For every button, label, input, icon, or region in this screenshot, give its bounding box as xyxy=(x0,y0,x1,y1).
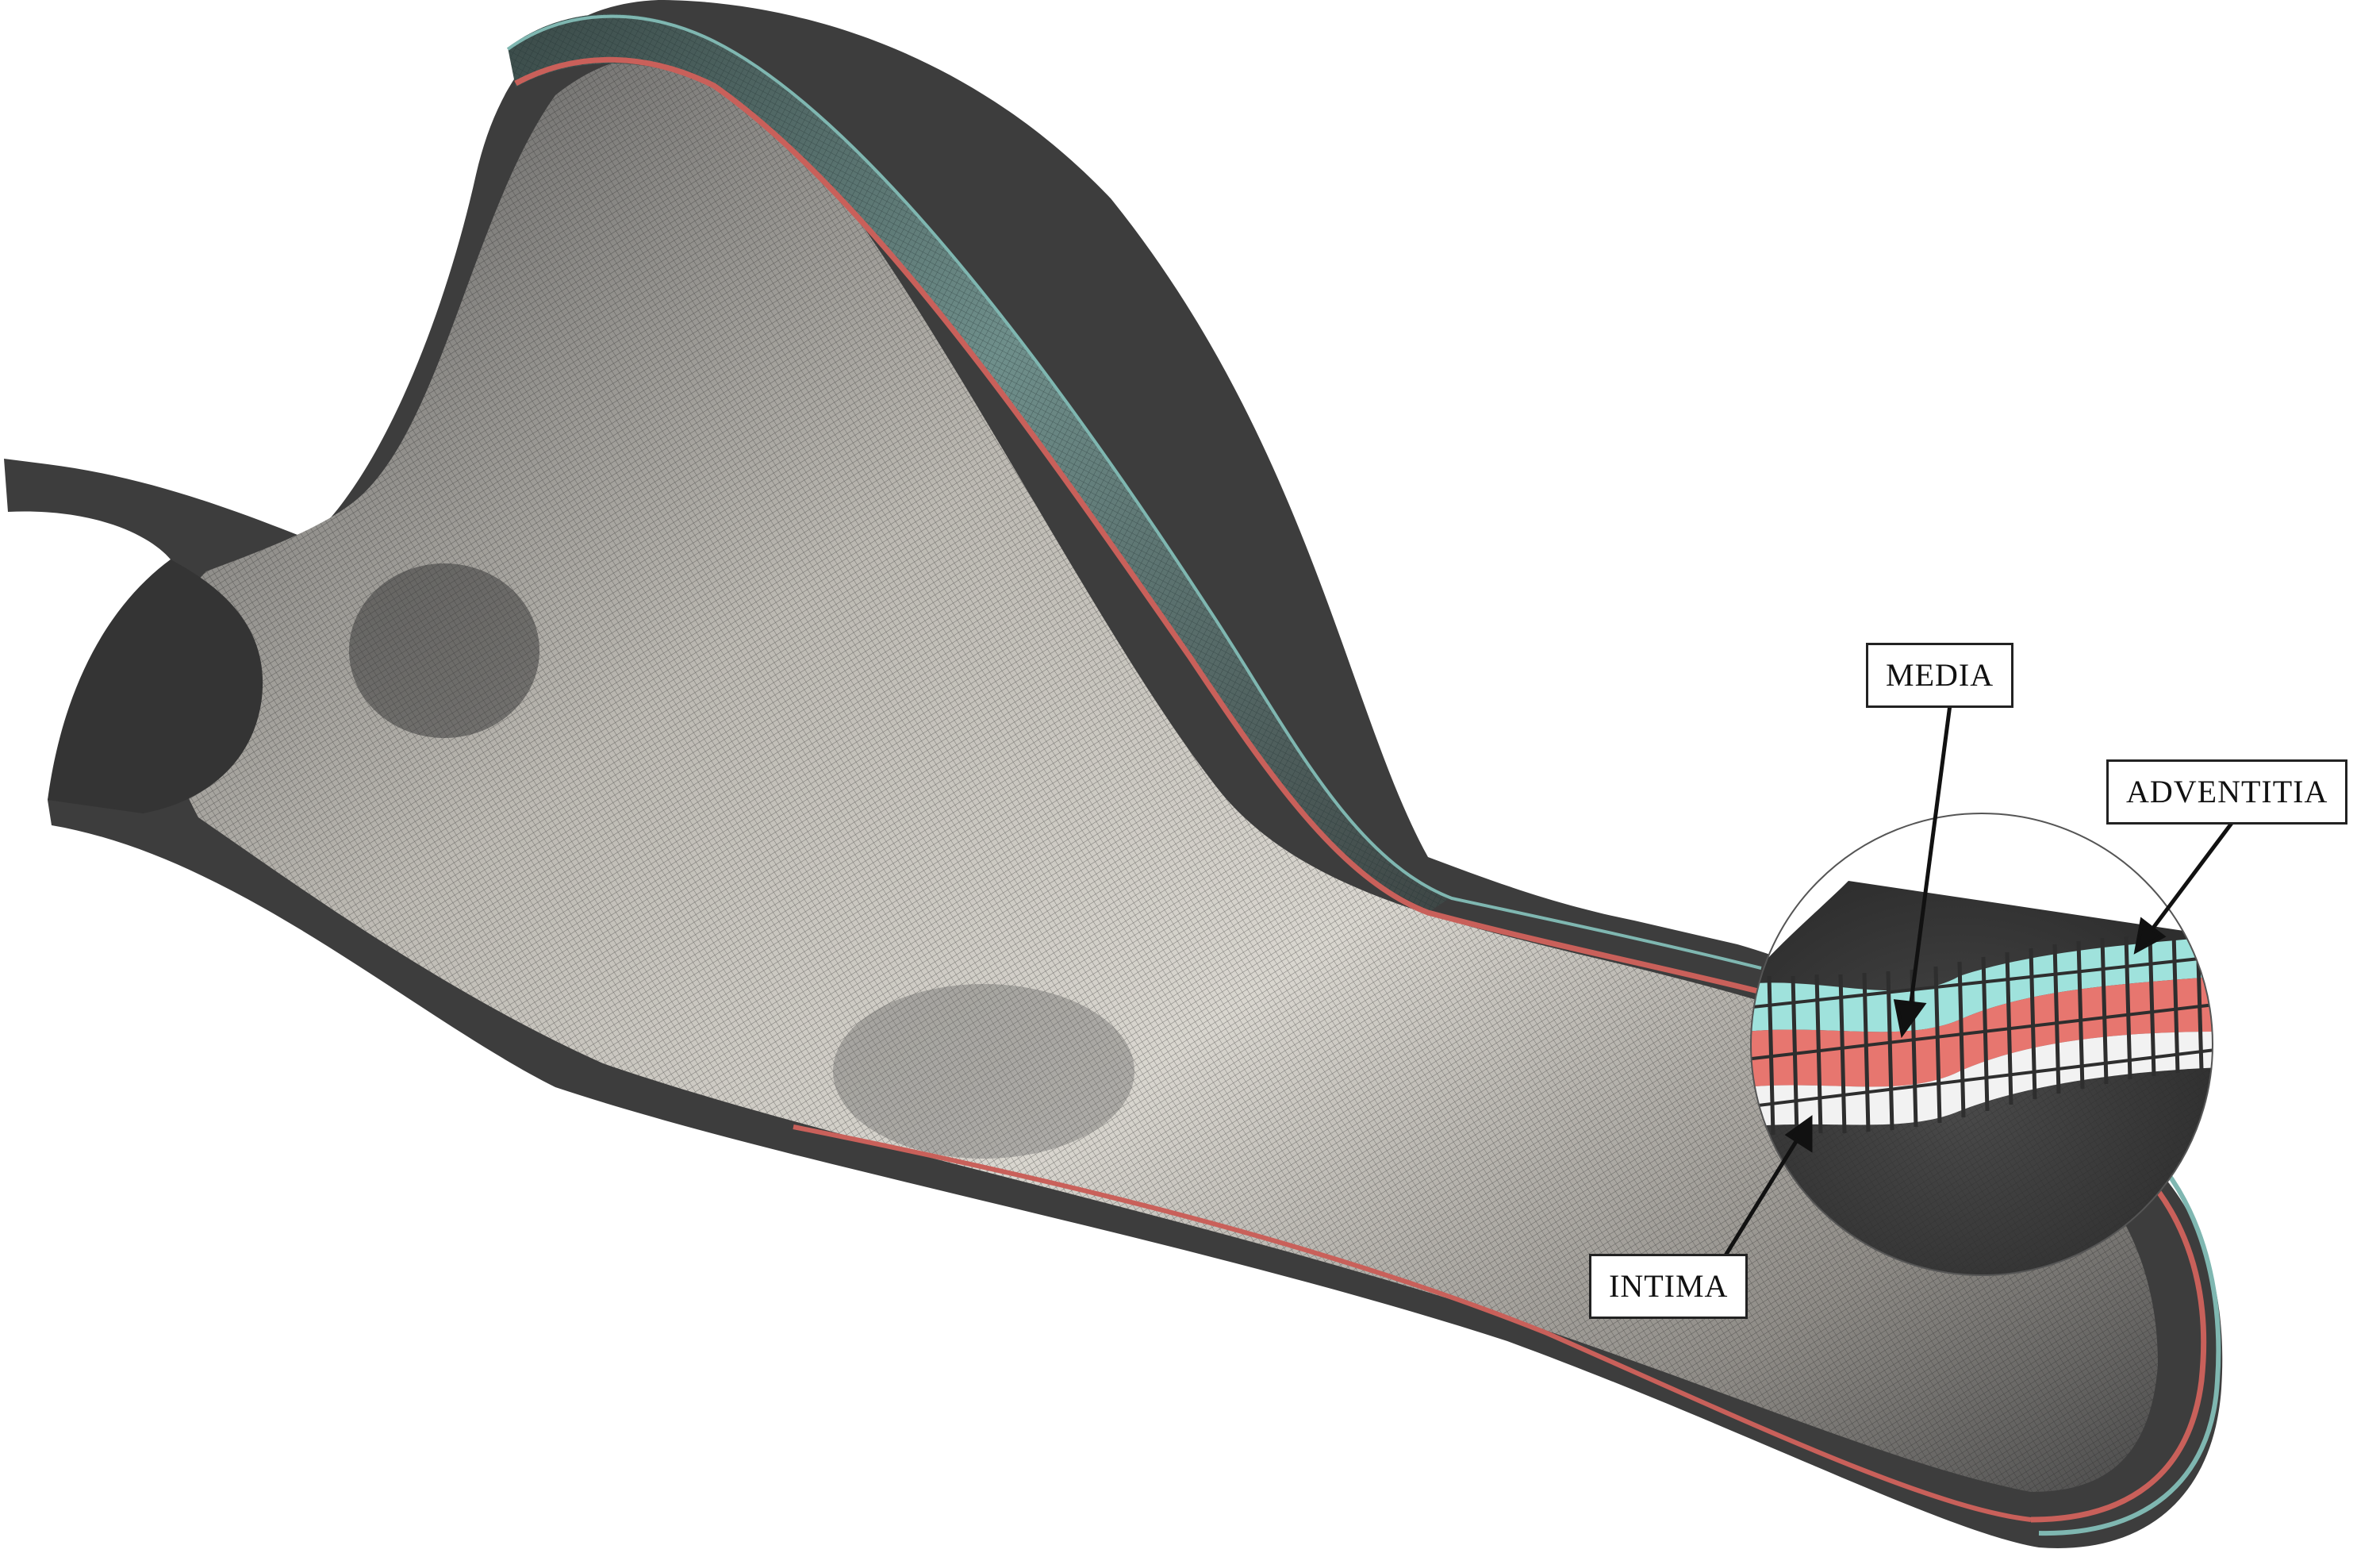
label-arrows xyxy=(1723,704,2239,1257)
media-arrow xyxy=(1908,704,1952,1009)
media-label: MEDIA xyxy=(1866,643,2014,708)
media-layer-line-bottom xyxy=(793,1124,2032,1522)
intima-arrowhead xyxy=(1784,1115,1813,1153)
media-arrowhead xyxy=(1893,999,1927,1039)
magnifier-ring xyxy=(1750,813,2213,1276)
intima-label: INTIMA xyxy=(1589,1254,1749,1319)
vessel-inlet-opening xyxy=(48,559,263,813)
adventitia-arrowhead xyxy=(2133,917,2167,955)
adventitia-arrow xyxy=(2150,814,2239,932)
adventitia-label: ADVENTITIA xyxy=(2106,759,2348,825)
media-layer-line-dome xyxy=(514,56,1762,995)
magnifier-inset xyxy=(1751,813,2213,1275)
intima-arrow xyxy=(1723,1135,1802,1257)
